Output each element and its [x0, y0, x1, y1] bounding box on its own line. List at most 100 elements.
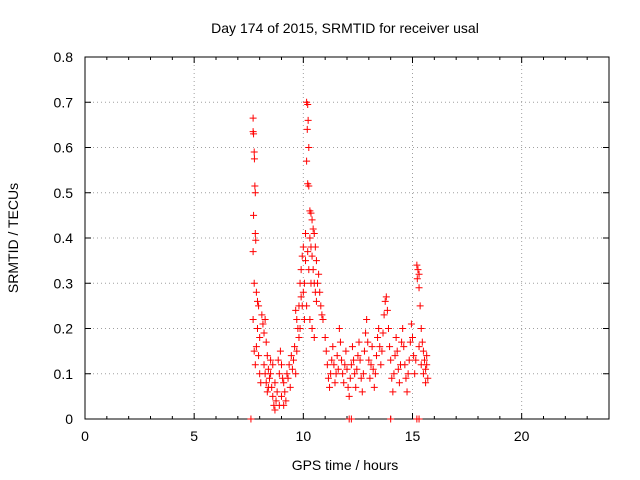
data-point — [354, 352, 362, 360]
data-point — [355, 338, 363, 346]
x-tick-labels: 0 5 10 15 20 — [81, 428, 530, 444]
data-point — [343, 365, 351, 373]
y-axis-label: SRMTID / TECUs — [5, 183, 21, 293]
data-point — [333, 352, 341, 360]
data-point — [347, 415, 355, 423]
data-point — [258, 311, 266, 319]
data-point — [329, 343, 337, 351]
data-point — [285, 361, 293, 369]
data-point — [364, 338, 372, 346]
data-point — [275, 401, 283, 409]
data-point — [388, 374, 396, 382]
data-point — [416, 302, 424, 310]
data-point — [302, 229, 310, 237]
data-point — [249, 248, 257, 256]
data-point — [413, 275, 421, 283]
data-point — [342, 347, 350, 355]
data-point — [409, 334, 416, 342]
data-point — [356, 356, 364, 364]
data-points — [247, 98, 432, 423]
data-point — [384, 325, 392, 332]
data-point — [423, 352, 431, 360]
data-point — [379, 329, 387, 337]
data-point — [419, 370, 427, 378]
data-point — [252, 236, 260, 244]
data-point — [386, 343, 394, 351]
data-point — [267, 356, 275, 364]
grid-lines — [85, 57, 609, 419]
data-point — [319, 315, 327, 323]
data-point — [366, 374, 374, 382]
data-point — [250, 155, 258, 163]
data-point — [423, 361, 431, 369]
y-tick-label: 0.5 — [54, 185, 74, 201]
data-point — [390, 370, 398, 378]
data-point — [393, 347, 401, 355]
data-point — [252, 343, 260, 351]
data-point — [350, 356, 358, 364]
data-point — [310, 229, 318, 237]
data-point — [371, 370, 379, 378]
data-point — [422, 379, 430, 387]
data-point — [299, 288, 307, 296]
data-point — [378, 347, 386, 355]
data-point — [363, 315, 371, 323]
data-point — [359, 370, 367, 378]
data-point — [404, 370, 412, 378]
data-point — [293, 347, 301, 355]
data-point — [344, 383, 352, 391]
data-point — [259, 320, 267, 328]
data-point — [334, 365, 342, 373]
data-point — [250, 347, 258, 355]
data-point — [290, 356, 298, 364]
data-point — [299, 243, 307, 251]
data-point — [415, 343, 423, 351]
data-point — [310, 334, 318, 342]
axis-ticks — [84, 56, 609, 420]
data-point — [422, 365, 430, 373]
data-point — [308, 325, 316, 332]
data-point — [338, 356, 346, 364]
data-point — [253, 325, 261, 332]
data-point — [286, 383, 294, 391]
x-axis-label: GPS time / hours — [292, 457, 399, 473]
data-point — [317, 302, 325, 310]
data-point — [352, 383, 360, 391]
data-point — [250, 130, 258, 138]
data-point — [267, 370, 275, 378]
data-point — [421, 356, 429, 364]
data-point — [260, 329, 268, 337]
data-point — [269, 361, 277, 369]
data-point — [269, 392, 277, 400]
data-point — [296, 325, 304, 332]
data-point — [418, 338, 426, 346]
data-point — [305, 182, 313, 190]
x-tick-label: 15 — [405, 428, 421, 444]
y-tick-label: 0.1 — [54, 366, 74, 382]
data-point — [387, 415, 395, 423]
data-point — [306, 234, 314, 242]
data-point — [264, 365, 272, 373]
data-point — [367, 361, 375, 369]
data-point — [368, 343, 376, 351]
data-point — [407, 320, 415, 328]
data-point — [415, 415, 423, 423]
data-point — [250, 279, 258, 287]
data-point — [419, 347, 427, 355]
data-point — [340, 379, 348, 387]
data-point — [309, 225, 317, 233]
data-point — [380, 311, 388, 319]
data-point — [271, 379, 279, 387]
data-point — [303, 125, 311, 133]
data-point — [375, 325, 383, 332]
data-point — [263, 388, 271, 396]
x-tick-label: 0 — [81, 428, 89, 444]
data-point — [247, 415, 255, 423]
data-point — [392, 334, 400, 342]
data-point — [275, 370, 283, 378]
data-point — [331, 379, 339, 387]
data-point — [300, 279, 308, 287]
data-point — [411, 370, 419, 378]
data-point — [250, 148, 258, 156]
data-point — [351, 370, 359, 378]
